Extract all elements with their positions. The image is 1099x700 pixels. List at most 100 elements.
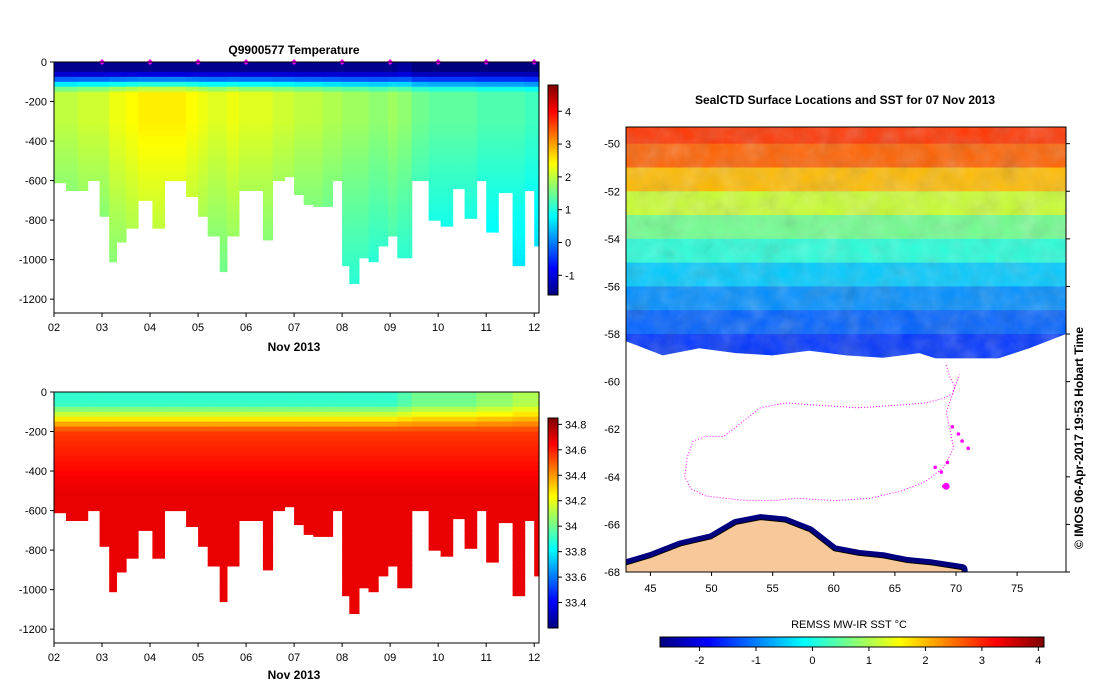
heatmap-cell bbox=[294, 76, 305, 83]
heatmap-cell bbox=[332, 96, 343, 103]
heatmap-cell bbox=[440, 446, 454, 452]
heatmap-cell bbox=[250, 441, 264, 447]
heatmap-cell bbox=[66, 406, 79, 413]
heatmap-cell bbox=[250, 150, 264, 157]
heatmap-cell bbox=[303, 446, 314, 452]
heatmap-cell bbox=[322, 485, 334, 492]
heatmap-cell bbox=[368, 244, 379, 251]
heatmap-cell bbox=[284, 170, 295, 177]
heatmap-cell bbox=[238, 495, 252, 502]
x-tick-label: 08 bbox=[336, 322, 348, 334]
heatmap-cell bbox=[138, 451, 153, 457]
heatmap-cell bbox=[87, 76, 101, 83]
heatmap-cell bbox=[174, 165, 187, 172]
heatmap-cell bbox=[342, 436, 350, 442]
heatmap-cell bbox=[262, 555, 274, 561]
heatmap-cell bbox=[109, 451, 117, 457]
heatmap-cell bbox=[109, 466, 117, 472]
heatmap-cell bbox=[78, 426, 89, 433]
heatmap-cell bbox=[152, 106, 165, 112]
heatmap-cell bbox=[186, 66, 199, 73]
heatmap-cell bbox=[486, 160, 499, 167]
heatmap-cell bbox=[512, 569, 526, 576]
heatmap-cell bbox=[250, 165, 264, 172]
heatmap-cell bbox=[126, 62, 139, 68]
heatmap-cell bbox=[78, 510, 89, 517]
heatmap-cell bbox=[219, 210, 228, 216]
heatmap-cell bbox=[486, 535, 499, 541]
heatmap-cell bbox=[313, 392, 324, 398]
heatmap-cell bbox=[342, 401, 350, 408]
heatmap-cell bbox=[272, 66, 286, 73]
heatmap-cell bbox=[368, 101, 379, 107]
heatmap-cell bbox=[428, 141, 442, 147]
heatmap-cell bbox=[284, 76, 295, 83]
heatmap-cell bbox=[262, 461, 274, 467]
heatmap-cell bbox=[342, 220, 350, 226]
heatmap-cell bbox=[226, 180, 240, 187]
heatmap-cell bbox=[262, 175, 274, 182]
heatmap-cell bbox=[452, 185, 466, 190]
heatmap-cell bbox=[164, 461, 175, 467]
heatmap-cell bbox=[138, 195, 153, 201]
heatmap-cell bbox=[109, 225, 117, 231]
heatmap-cell bbox=[349, 225, 360, 231]
heatmap-cell bbox=[534, 495, 540, 502]
heatmap-cell bbox=[284, 121, 295, 127]
heatmap-cell bbox=[174, 441, 187, 447]
heatmap-cell bbox=[87, 505, 101, 512]
heatmap-cell bbox=[238, 170, 252, 177]
heatmap-cell bbox=[534, 461, 540, 467]
heatmap-cell bbox=[238, 426, 252, 433]
heatmap-cell bbox=[534, 150, 540, 157]
heatmap-cell bbox=[272, 96, 286, 103]
y-tick-label: 0 bbox=[41, 387, 47, 399]
heatmap-cell bbox=[250, 406, 264, 413]
heatmap-cell bbox=[512, 476, 526, 482]
current-location-marker bbox=[942, 482, 950, 490]
heatmap-cell bbox=[250, 396, 264, 403]
heatmap-cell bbox=[313, 136, 324, 142]
heatmap-cell bbox=[99, 431, 110, 437]
heatmap-cell bbox=[219, 259, 228, 266]
heatmap-cell bbox=[342, 116, 350, 122]
heatmap-cell bbox=[78, 505, 89, 512]
heatmap-cell bbox=[358, 416, 370, 423]
heatmap-cell bbox=[498, 76, 514, 83]
heatmap-cell bbox=[349, 564, 360, 571]
heatmap-cell bbox=[397, 560, 413, 566]
heatmap-cell bbox=[498, 392, 514, 398]
heatmap-cell bbox=[322, 495, 334, 502]
heatmap-cell bbox=[524, 396, 535, 403]
heatmap-cell bbox=[342, 584, 350, 591]
heatmap-cell bbox=[512, 564, 526, 571]
heatmap-cell bbox=[411, 136, 430, 142]
heatmap-cell bbox=[207, 495, 221, 502]
heatmap-cell bbox=[138, 106, 153, 112]
heatmap-cell bbox=[440, 426, 454, 433]
heatmap-cell bbox=[54, 76, 67, 83]
heatmap-cell bbox=[486, 106, 499, 112]
heatmap-cell bbox=[109, 220, 117, 226]
heatmap-cell bbox=[87, 86, 101, 93]
heatmap-cell bbox=[486, 416, 499, 423]
heatmap-cell bbox=[126, 160, 139, 167]
heatmap-cell bbox=[207, 485, 221, 492]
heatmap-cell bbox=[164, 451, 175, 457]
heatmap-cell bbox=[126, 406, 139, 413]
heatmap-cell bbox=[116, 210, 127, 216]
heatmap-cell bbox=[238, 416, 252, 423]
heatmap-cell bbox=[207, 155, 221, 162]
heatmap-cell bbox=[284, 490, 295, 497]
heatmap-cell bbox=[138, 515, 153, 521]
heatmap-cell bbox=[198, 485, 209, 492]
heatmap-cell bbox=[428, 91, 442, 98]
heatmap-cell bbox=[378, 101, 389, 107]
heatmap-cell bbox=[87, 160, 101, 167]
heatmap-cell bbox=[476, 396, 487, 403]
heatmap-cell bbox=[313, 406, 324, 413]
heatmap-cell bbox=[464, 106, 478, 112]
heatmap-cell bbox=[440, 190, 454, 196]
heatmap-cell bbox=[250, 81, 264, 88]
heatmap-cell bbox=[342, 525, 350, 531]
